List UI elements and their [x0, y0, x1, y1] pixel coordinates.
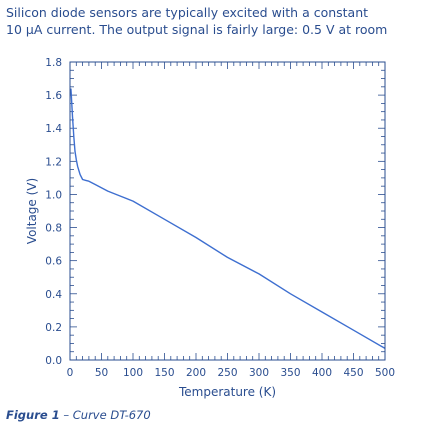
x-tick-label: 250: [217, 367, 237, 379]
y-tick-label: 0.2: [45, 322, 62, 334]
x-tick-label: 350: [280, 367, 300, 379]
voltage-temperature-chart: 0 50 100 150 200 250 300 350 400 450 500 0.0 0.2 0.4 0…: [0, 50, 436, 420]
x-tick-label: 100: [123, 367, 143, 379]
figure-label: Figure 1: [6, 408, 60, 422]
x-tick-label: 50: [95, 367, 108, 379]
x-tick-label: 400: [312, 367, 332, 379]
figure-caption: Figure 1 – Curve DT-670: [6, 408, 151, 422]
y-tick-label: 0.8: [45, 223, 62, 235]
y-tick-label: 1.6: [45, 90, 62, 102]
x-tick-label: 450: [343, 367, 363, 379]
tick-labels: 0 50 100 150 200 250 300 350 400 450 500 0.0 0.2 0.4 0…: [45, 57, 395, 379]
x-tick-label: 150: [154, 367, 174, 379]
y-tick-label: 0.0: [45, 355, 62, 367]
tick-marks: [70, 62, 385, 360]
x-tick-label: 0: [67, 367, 74, 379]
y-tick-label: 1.0: [45, 189, 62, 201]
intro-line-2: 10 μA current. The output signal is fair…: [6, 22, 387, 37]
y-tick-label: 1.8: [45, 57, 62, 69]
y-tick-label: 1.2: [45, 156, 62, 168]
y-tick-label: 0.4: [45, 289, 62, 301]
x-tick-label: 300: [249, 367, 269, 379]
x-tick-label: 200: [186, 367, 206, 379]
y-tick-label: 0.6: [45, 256, 62, 268]
series-layer: [71, 89, 385, 349]
y-tick-label: 1.4: [45, 123, 62, 135]
figure-caption-text: – Curve DT-670: [60, 408, 151, 422]
y-axis-label: Voltage (V): [25, 178, 39, 244]
x-axis-label: Temperature (K): [178, 385, 276, 399]
intro-paragraph: Silicon diode sensors are typically exci…: [6, 4, 432, 38]
voltage-curve-line: [71, 89, 385, 349]
plot-frame: [70, 62, 385, 360]
intro-line-1: Silicon diode sensors are typically exci…: [6, 5, 368, 20]
x-tick-label: 500: [375, 367, 395, 379]
